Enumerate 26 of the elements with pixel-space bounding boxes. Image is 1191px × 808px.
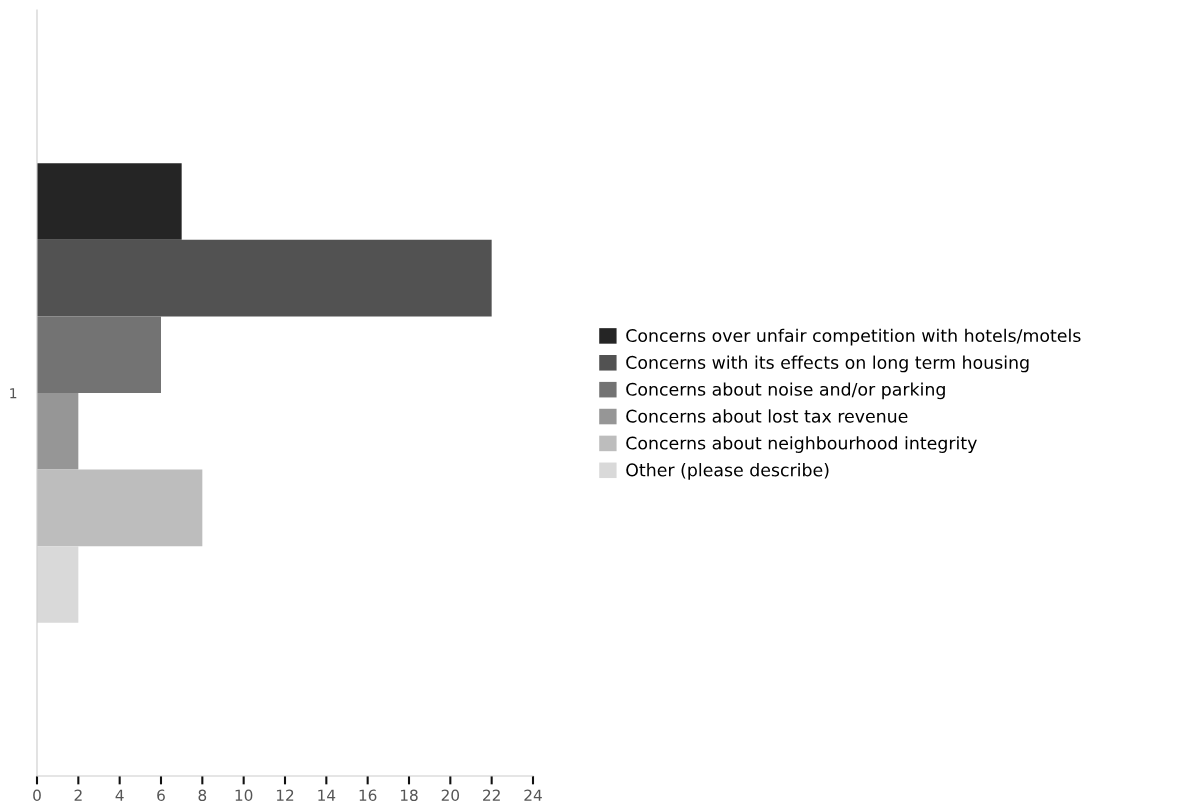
bar xyxy=(37,546,79,623)
y-tick-label: 1 xyxy=(10,388,17,399)
x-tick-label: 8 xyxy=(198,789,207,802)
bar xyxy=(37,469,203,547)
bar xyxy=(37,316,161,393)
x-tick-label: 20 xyxy=(441,789,460,802)
legend-label: Concerns about lost tax revenue xyxy=(626,409,908,423)
bar xyxy=(37,239,492,317)
legend-label: Other (please describe) xyxy=(626,463,829,480)
x-tick-label: 14 xyxy=(318,789,336,801)
x-tick-label: 24 xyxy=(524,789,542,801)
x-tick-label: 10 xyxy=(235,789,253,802)
x-tick-label: 2 xyxy=(74,789,82,801)
x-tick-label: 6 xyxy=(157,789,165,802)
legend-label: Concerns over unfair competition with hotels/motels xyxy=(626,328,1081,346)
x-tick-label: 18 xyxy=(400,789,418,802)
x-tick-label: 12 xyxy=(276,789,294,801)
x-tick-label: 16 xyxy=(359,789,377,802)
legend-label: Concerns about neighbourhood integrity xyxy=(626,436,977,453)
bar xyxy=(37,163,182,240)
x-tick-label: 22 xyxy=(483,789,500,801)
legend-label: Concerns about noise and/or parking xyxy=(626,382,945,400)
legend-label: Concerns with its effects on long term housing xyxy=(626,355,1029,373)
x-tick-label: 0 xyxy=(33,789,41,802)
x-tick-label: 4 xyxy=(115,789,124,801)
bar xyxy=(37,393,79,470)
